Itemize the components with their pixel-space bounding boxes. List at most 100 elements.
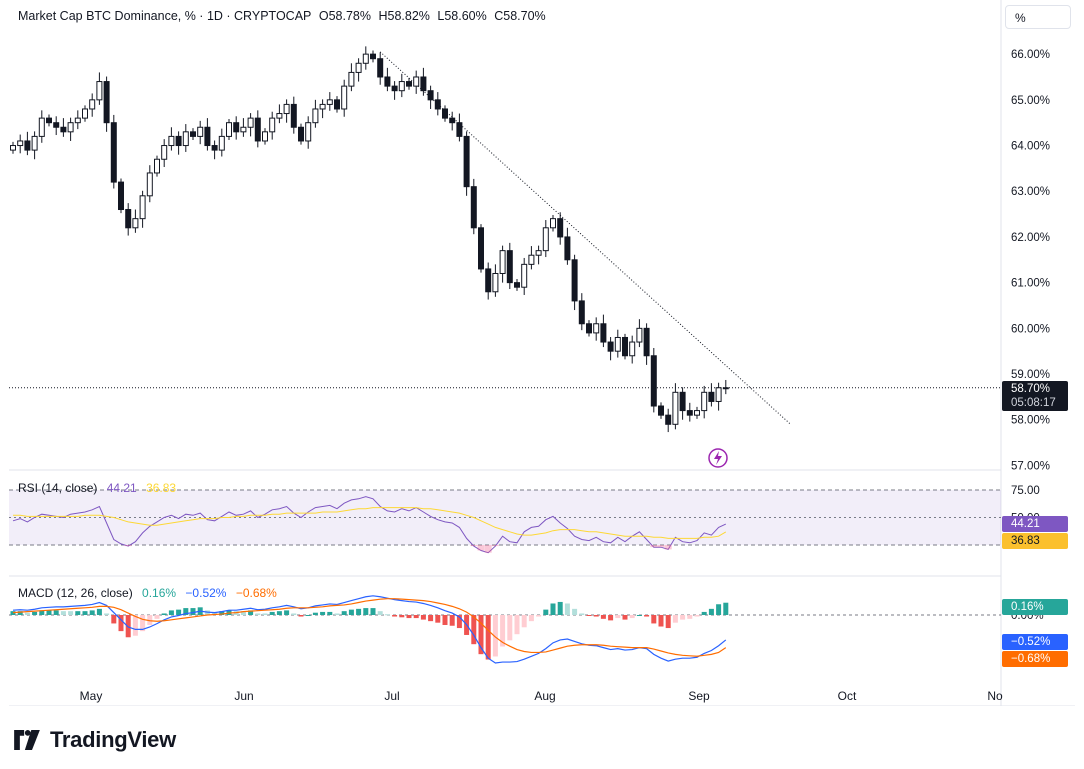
candle-up [197, 126, 204, 137]
macd-histogram-bar [125, 615, 131, 638]
macd-histogram-bar [651, 615, 657, 624]
macd-histogram-bar [341, 611, 347, 615]
candle-up [362, 53, 369, 64]
candle-up [528, 254, 535, 265]
macd-histogram-bar [471, 615, 477, 645]
candle-up [146, 172, 153, 197]
candle-up [67, 122, 74, 133]
macd-histogram-bar [564, 603, 570, 615]
macd-histogram-bar [363, 608, 369, 615]
macd-histogram-bar [723, 602, 729, 615]
macd-histogram-bar [636, 615, 642, 616]
bar-countdown: 05:08:17 [1011, 397, 1056, 409]
price-tick-label: 65.00% [1011, 95, 1050, 107]
candle-down [427, 90, 434, 101]
percent-unit-button[interactable]: % [1005, 5, 1071, 29]
macd-histogram-bar [687, 615, 693, 619]
tradingview-logo[interactable]: TradingView [12, 727, 176, 753]
macd-histogram-bar [269, 611, 275, 615]
candle-up [276, 113, 283, 119]
macd-histogram-bar [392, 615, 398, 617]
candle-up [348, 71, 355, 87]
macd-histogram-bar [680, 615, 686, 620]
candle-down [463, 135, 470, 188]
macd-title[interactable]: MACD (12, 26, close) [18, 586, 133, 600]
macd-histogram-bar [39, 610, 45, 615]
candle-down [46, 117, 52, 124]
ohlc-close: C58.70% [494, 9, 546, 23]
candle-up [413, 76, 420, 87]
candle-up [492, 272, 499, 293]
macd-histogram-bar [615, 615, 621, 619]
macd-histogram-bar [658, 615, 664, 627]
candle-up [82, 108, 88, 119]
macd-histogram-bar [75, 611, 81, 615]
candle-down [406, 81, 412, 87]
macd-histogram-bar [190, 608, 196, 615]
price-axis[interactable]: 66.00% 65.00% 64.00% 63.00% 62.00% 61.00% 60.0… [1011, 49, 1050, 472]
candle-down [204, 126, 211, 147]
candle-up [226, 122, 232, 137]
time-axis[interactable]: May Jun Jul Aug Sep Oct No [80, 689, 1003, 703]
candle-down [485, 268, 492, 293]
candle-up [535, 250, 542, 256]
candle-up [550, 218, 556, 229]
price-tick-label: 57.00% [1011, 460, 1050, 472]
macd-histogram-bar [550, 603, 556, 615]
candle-up [132, 218, 139, 229]
time-axis-label: Sep [688, 689, 710, 703]
chart-canvas[interactable]: 66.00% 65.00% 64.00% 63.00% 62.00% 61.00% 60.0… [9, 0, 1075, 706]
candle-down [571, 259, 578, 302]
macd-histogram-bar [694, 615, 700, 617]
macd-histogram-bar [118, 615, 124, 632]
macd-histogram-bar [104, 613, 110, 615]
candle-down [586, 323, 592, 334]
candle-up [31, 135, 38, 151]
macd-histogram-bar [82, 611, 88, 615]
candle-down [650, 355, 657, 407]
macd-histogram-bar [406, 615, 412, 619]
macd-histogram-bar [320, 611, 326, 615]
symbol-title[interactable]: Market Cap BTC Dominance, % · 1D · CRYPT… [18, 9, 312, 23]
chart-header: Market Cap BTC Dominance, % · 1D · CRYPT… [18, 9, 550, 23]
macd-histogram-bar [255, 613, 261, 615]
candle-down [679, 391, 686, 412]
candle-down [557, 218, 564, 238]
candle-up [341, 85, 348, 110]
lightning-icon[interactable] [708, 448, 728, 468]
candle-up [240, 126, 247, 133]
macd-histogram-bar [53, 610, 59, 615]
macd-legend: MACD (12, 26, close) 0.16% −0.52% −0.68% [18, 586, 283, 600]
macd-histogram-bar [629, 615, 635, 619]
rsi-value-tag: 44.21 [1002, 516, 1068, 532]
candle-up [715, 387, 722, 402]
macd-histogram-bar [298, 615, 304, 617]
macd-histogram-bar [147, 615, 153, 625]
macd-signal-value: −0.68% [235, 586, 277, 600]
candle-down [391, 85, 398, 92]
macd-histogram-bar [507, 615, 513, 641]
candle-down [24, 140, 31, 151]
macd-histogram-bar [384, 614, 390, 616]
macd-signal-line [12, 598, 727, 657]
current-price: 58.70% [1011, 383, 1051, 395]
candle-up [96, 81, 103, 101]
candle-down [658, 405, 664, 416]
candle-down [456, 122, 463, 137]
candle-down [211, 145, 218, 151]
candle-down [103, 81, 110, 124]
macd-histogram-bar [68, 611, 74, 615]
trendline[interactable] [379, 51, 791, 425]
candle-up [355, 62, 362, 73]
candle-down [334, 99, 340, 110]
rsi-tick-label: 75.00 [1011, 485, 1040, 497]
price-tick-label: 60.00% [1011, 323, 1050, 335]
time-axis-label: Jun [234, 689, 253, 703]
rsi-value: 44.21 [106, 481, 137, 495]
rsi-title[interactable]: RSI (14, close) [18, 481, 98, 495]
macd-histogram-bar [644, 615, 650, 617]
macd-histogram-bar [428, 615, 434, 622]
candle-down [665, 414, 672, 425]
rsi-pane: 75.0050.0025.00 [9, 485, 1040, 554]
macd-histogram-bar [608, 615, 614, 621]
